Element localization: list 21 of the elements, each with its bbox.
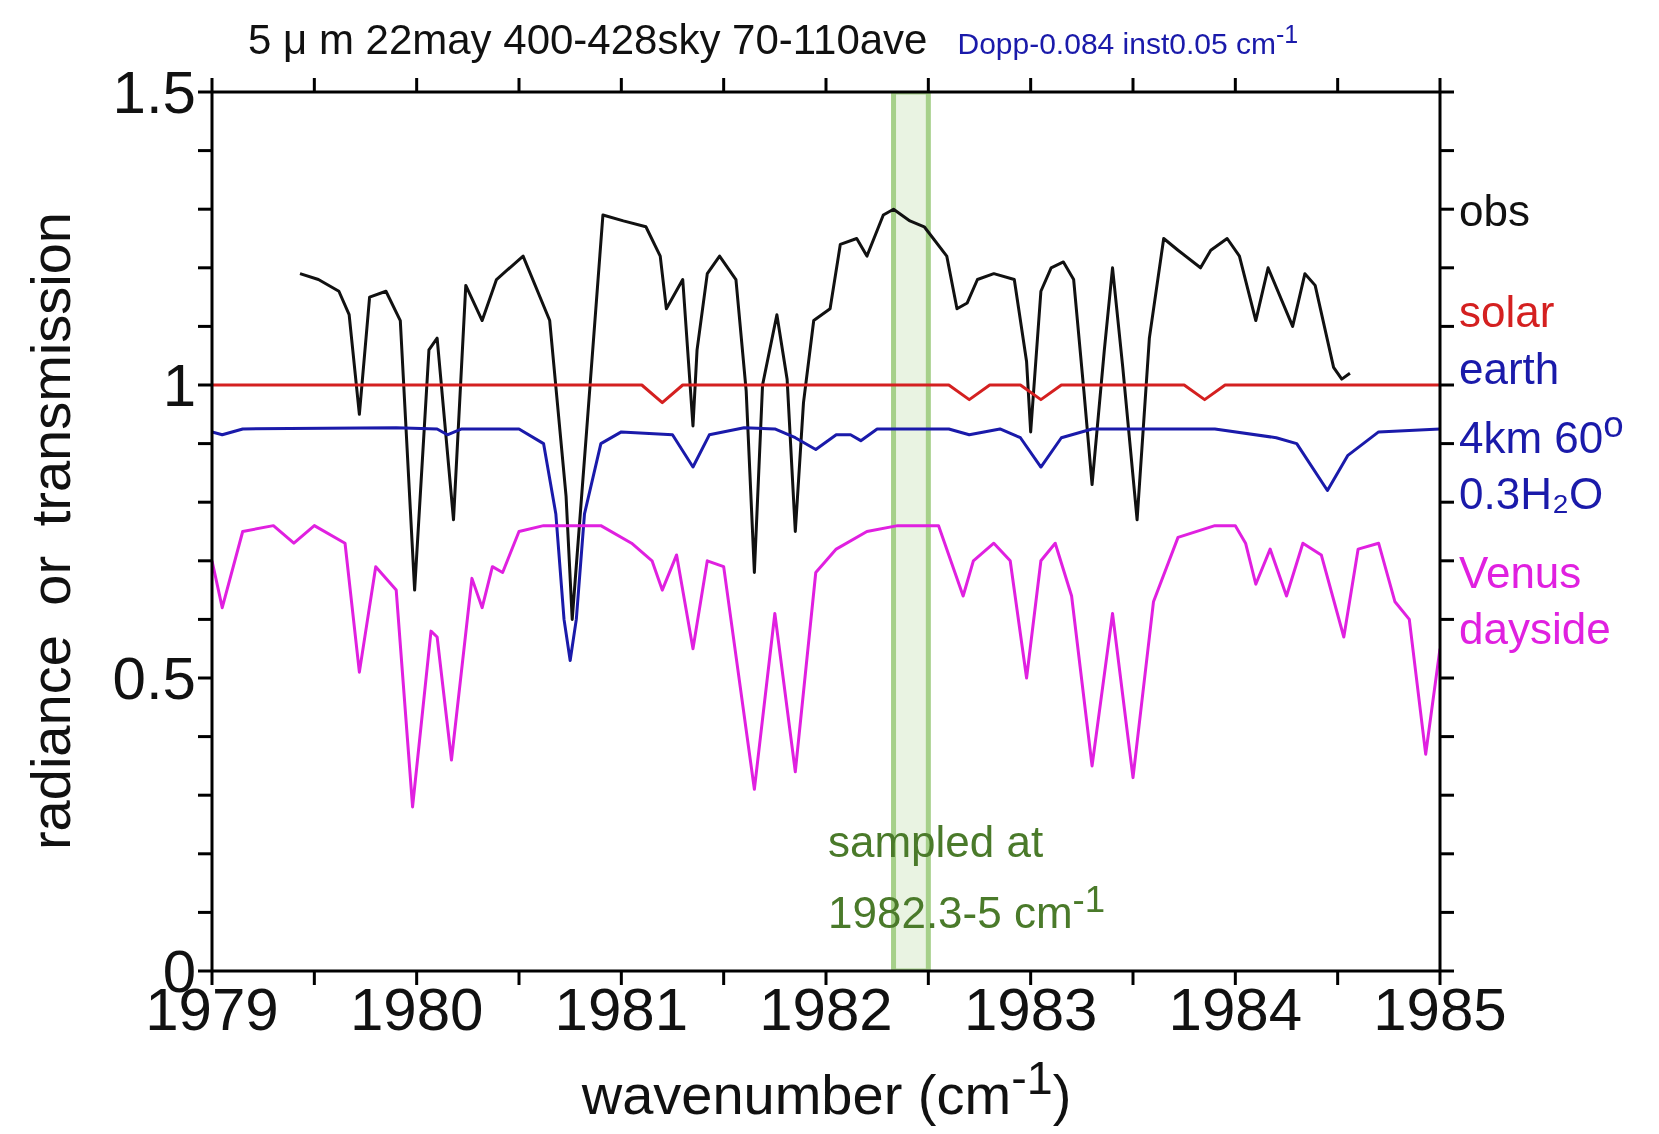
chart-subtitle: Dopp-0.084 inst0.05 cm$^{-1}$ — [957, 20, 1299, 61]
annotation: sampled at 1982.3-5 cm$^{-1}$ — [828, 816, 1106, 939]
series-label: solar — [1459, 286, 1555, 338]
text: obs — [1459, 185, 1530, 237]
x-axis-title: wavenumber (cm$^{-1}$) — [580, 1051, 1073, 1127]
x-tick-label: 1982 — [759, 975, 893, 1043]
x-tick-label: 1985 — [1373, 975, 1507, 1043]
x-tick-label: 1981 — [554, 975, 689, 1043]
x-tick-label: 1984 — [1168, 975, 1303, 1043]
y-tick-label: 1.5 — [112, 59, 196, 127]
chart-title: 5 μ m 22may 400-428sky 70-110ave — [248, 16, 928, 64]
line-series — [212, 524, 1440, 809]
line-series — [298, 207, 1352, 621]
series-label: Venus dayside — [1459, 547, 1611, 655]
series-label: earth 4km 60$^{o}$ 0.3H₂O — [1459, 343, 1624, 520]
x-tick-label: 1980 — [349, 975, 484, 1043]
y-tick-label: 1 — [162, 352, 196, 420]
line-series — [212, 426, 1440, 662]
x-tick-label: 1983 — [963, 975, 1098, 1043]
y-tick-label: 0.5 — [112, 645, 196, 713]
y-axis-title: radiance or transmission — [17, 211, 83, 851]
